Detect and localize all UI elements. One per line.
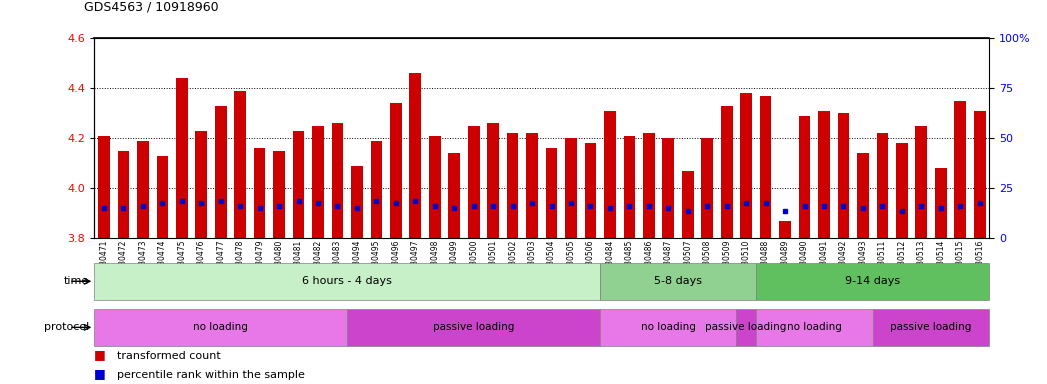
Text: ■: ■ xyxy=(94,367,106,380)
Bar xyxy=(584,143,597,238)
Bar xyxy=(273,151,285,238)
Bar xyxy=(332,123,343,238)
Bar xyxy=(604,111,616,238)
Text: passive loading: passive loading xyxy=(433,322,514,333)
Bar xyxy=(701,138,713,238)
Bar xyxy=(545,148,557,238)
Bar xyxy=(487,123,499,238)
Bar xyxy=(600,309,736,346)
Bar xyxy=(176,78,187,238)
Bar xyxy=(896,143,908,238)
Text: passive loading: passive loading xyxy=(890,322,972,333)
Text: ■: ■ xyxy=(94,348,106,361)
Bar xyxy=(507,133,518,238)
Text: no loading: no loading xyxy=(194,322,248,333)
Bar xyxy=(955,101,966,238)
Bar xyxy=(409,73,421,238)
Bar xyxy=(137,141,149,238)
Bar xyxy=(838,113,849,238)
Text: 6 hours - 4 days: 6 hours - 4 days xyxy=(303,276,393,286)
Bar xyxy=(293,131,305,238)
Bar xyxy=(876,133,888,238)
Bar xyxy=(682,170,693,238)
Bar xyxy=(624,136,636,238)
Text: GDS4563 / 10918960: GDS4563 / 10918960 xyxy=(84,0,219,13)
Bar xyxy=(663,138,674,238)
Bar xyxy=(94,263,600,300)
Bar xyxy=(98,136,110,238)
Bar xyxy=(935,168,946,238)
Bar xyxy=(94,309,348,346)
Bar xyxy=(351,166,362,238)
Bar xyxy=(527,133,538,238)
Text: passive loading: passive loading xyxy=(706,322,787,333)
Bar xyxy=(915,126,928,238)
Bar xyxy=(740,93,752,238)
Text: 9-14 days: 9-14 days xyxy=(845,276,900,286)
Bar xyxy=(756,309,872,346)
Bar xyxy=(235,91,246,238)
Bar xyxy=(448,153,460,238)
Bar xyxy=(117,151,129,238)
Bar xyxy=(872,309,989,346)
Bar xyxy=(600,263,756,300)
Bar xyxy=(643,133,654,238)
Bar xyxy=(371,141,382,238)
Bar xyxy=(312,126,324,238)
Text: protocol: protocol xyxy=(44,322,89,333)
Bar xyxy=(215,106,226,238)
Bar xyxy=(756,263,989,300)
Bar xyxy=(196,131,207,238)
Text: 5-8 days: 5-8 days xyxy=(654,276,703,286)
Text: no loading: no loading xyxy=(787,322,842,333)
Text: transformed count: transformed count xyxy=(117,351,221,361)
Bar xyxy=(565,138,577,238)
Bar xyxy=(974,111,985,238)
Bar xyxy=(760,96,772,238)
Bar xyxy=(779,220,790,238)
Bar xyxy=(857,153,869,238)
Bar xyxy=(429,136,441,238)
Bar xyxy=(736,309,756,346)
Bar xyxy=(468,126,480,238)
Bar xyxy=(156,156,169,238)
Text: time: time xyxy=(64,276,89,286)
Bar xyxy=(818,111,830,238)
Text: no loading: no loading xyxy=(641,322,696,333)
Bar xyxy=(720,106,733,238)
Bar xyxy=(253,148,266,238)
Bar xyxy=(391,103,402,238)
Bar xyxy=(348,309,600,346)
Bar xyxy=(799,116,810,238)
Text: percentile rank within the sample: percentile rank within the sample xyxy=(117,370,305,380)
